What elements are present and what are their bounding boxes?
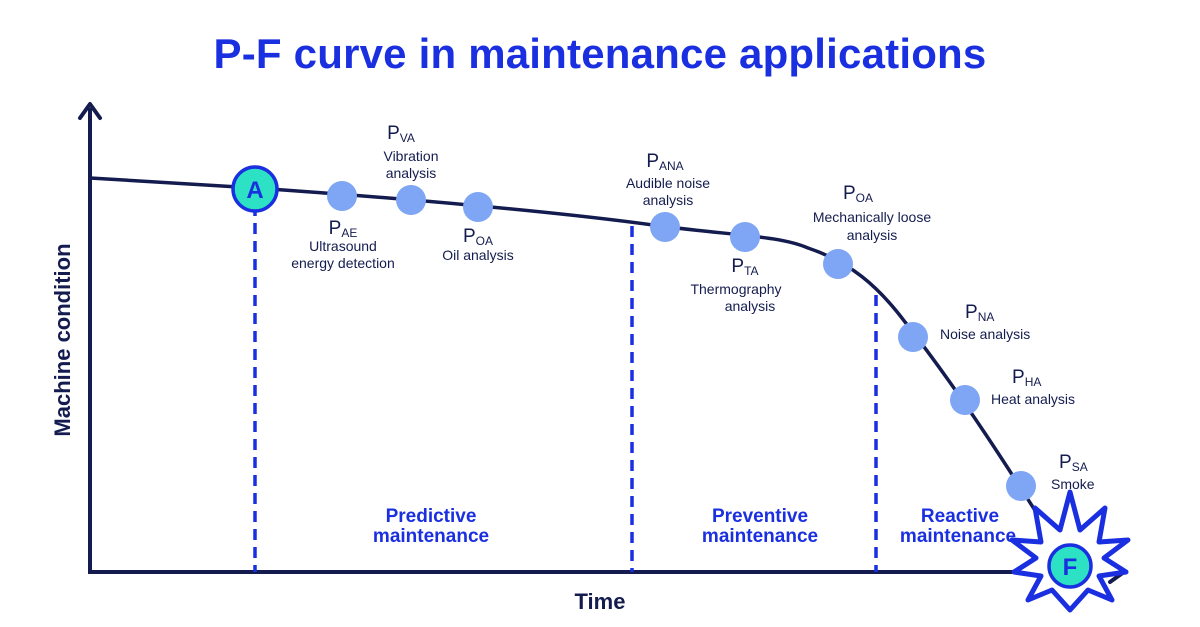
zone-label-reactive: Reactive [921, 506, 999, 527]
point-label-va: PVA [387, 123, 415, 145]
point-desc-ae-2: energy detection [291, 255, 395, 271]
marker-f: F [1009, 489, 1131, 613]
point-label-mla: POA [843, 183, 873, 205]
point-desc-ta-1: Thermography [690, 281, 781, 297]
point-label-ana: PANA [646, 151, 683, 173]
point-desc-mla-1: Mechanically loose [813, 209, 931, 225]
point-dot-ta [730, 222, 760, 252]
zone-label-predictive: Predictive [386, 506, 477, 527]
point-label-ta: PTA [731, 256, 758, 278]
point-label-ha: PHA [1012, 367, 1041, 389]
y-axis-arrow-icon [78, 102, 102, 120]
marker-a-letter: A [246, 177, 263, 204]
x-axis-label: Time [575, 589, 626, 614]
point-dot-ha [950, 385, 980, 415]
point-desc-va-2: analysis [386, 165, 437, 181]
point-label-na: PNA [965, 302, 994, 324]
point-dot-na [898, 322, 928, 352]
point-desc-ana-1: Audible noise [626, 175, 710, 191]
point-labels: PAE Ultrasound energy detection PVA Vibr… [291, 123, 1095, 492]
point-dot-va [396, 185, 426, 215]
zone-labels: Predictive maintenance Preventive mainte… [373, 506, 1016, 547]
point-desc-sa-1: Smoke [1051, 476, 1095, 492]
y-axis-label: Machine condition [50, 243, 75, 436]
marker-f-letter: F [1063, 554, 1078, 581]
point-desc-oa-1: Oil analysis [442, 247, 514, 263]
point-desc-na-1: Noise analysis [940, 326, 1030, 342]
point-desc-ana-2: analysis [643, 192, 694, 208]
point-dot-mla [823, 249, 853, 279]
marker-f-circle [1047, 543, 1093, 589]
zone-dividers [253, 205, 878, 572]
point-desc-ha-1: Heat analysis [991, 391, 1075, 407]
point-dot-ae [327, 181, 357, 211]
point-dot-oa [463, 192, 493, 222]
page-title: P-F curve in maintenance applications [213, 30, 987, 77]
point-desc-ae-1: Ultrasound [309, 238, 377, 254]
point-dots [327, 181, 1036, 501]
point-dot-sa [1006, 471, 1036, 501]
point-label-sa: PSA [1059, 452, 1088, 474]
zone-label-predictive-2: maintenance [373, 526, 489, 547]
point-label-ae: PAE [329, 218, 358, 240]
zone-label-preventive: Preventive [712, 506, 808, 527]
point-label-oa: POA [463, 226, 493, 248]
point-desc-ta-2: analysis [725, 298, 776, 314]
point-desc-mla-2: analysis [847, 227, 898, 243]
zone-label-preventive-2: maintenance [702, 526, 818, 547]
zone-label-reactive-2: maintenance [900, 526, 1016, 547]
marker-a: A [231, 165, 279, 213]
point-desc-va-1: Vibration [383, 148, 438, 164]
point-dot-ana [650, 212, 680, 242]
marker-a-circle [231, 165, 279, 213]
